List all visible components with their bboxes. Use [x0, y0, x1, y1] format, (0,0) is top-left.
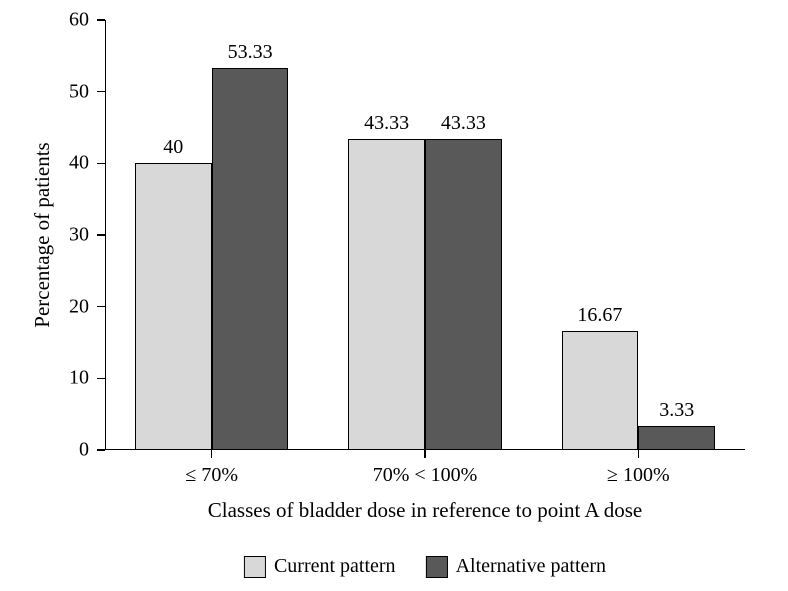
legend-swatch — [244, 556, 266, 578]
legend-label: Alternative pattern — [456, 555, 607, 578]
bar-value-label: 43.33 — [364, 112, 409, 135]
bar-value-label: 53.33 — [228, 41, 273, 64]
y-tick — [97, 449, 105, 451]
y-tick — [97, 378, 105, 380]
chart-container: 0102030405060≤ 70%70% < 100%≥ 100% 4043.… — [0, 0, 788, 591]
x-tick — [638, 450, 640, 458]
bar — [425, 139, 502, 450]
y-axis-title: Percentage of patients — [30, 20, 55, 450]
bar — [562, 331, 639, 450]
bar-value-label: 3.33 — [659, 399, 694, 422]
y-tick — [97, 306, 105, 308]
x-tick — [424, 450, 426, 458]
legend-item: Alternative pattern — [426, 555, 607, 578]
y-tick — [97, 19, 105, 21]
x-axis-title: Classes of bladder dose in reference to … — [208, 498, 642, 523]
x-tick-label: 70% < 100% — [373, 464, 478, 487]
x-tick — [211, 450, 213, 458]
y-tick — [97, 163, 105, 165]
legend-item: Current pattern — [244, 555, 396, 578]
bar — [348, 139, 425, 450]
legend-swatch — [426, 556, 448, 578]
bar — [135, 163, 212, 450]
x-tick-label: ≤ 70% — [185, 464, 238, 487]
y-tick — [97, 234, 105, 236]
bar-value-label: 16.67 — [577, 304, 622, 327]
bar-value-label: 40 — [163, 136, 183, 159]
bar-value-label: 43.33 — [441, 112, 486, 135]
y-tick — [97, 91, 105, 93]
legend: Current pattern Alternative pattern — [244, 555, 606, 578]
x-tick-label: ≥ 100% — [607, 464, 670, 487]
bar — [638, 426, 715, 450]
legend-label: Current pattern — [274, 555, 396, 578]
bar — [212, 68, 289, 450]
